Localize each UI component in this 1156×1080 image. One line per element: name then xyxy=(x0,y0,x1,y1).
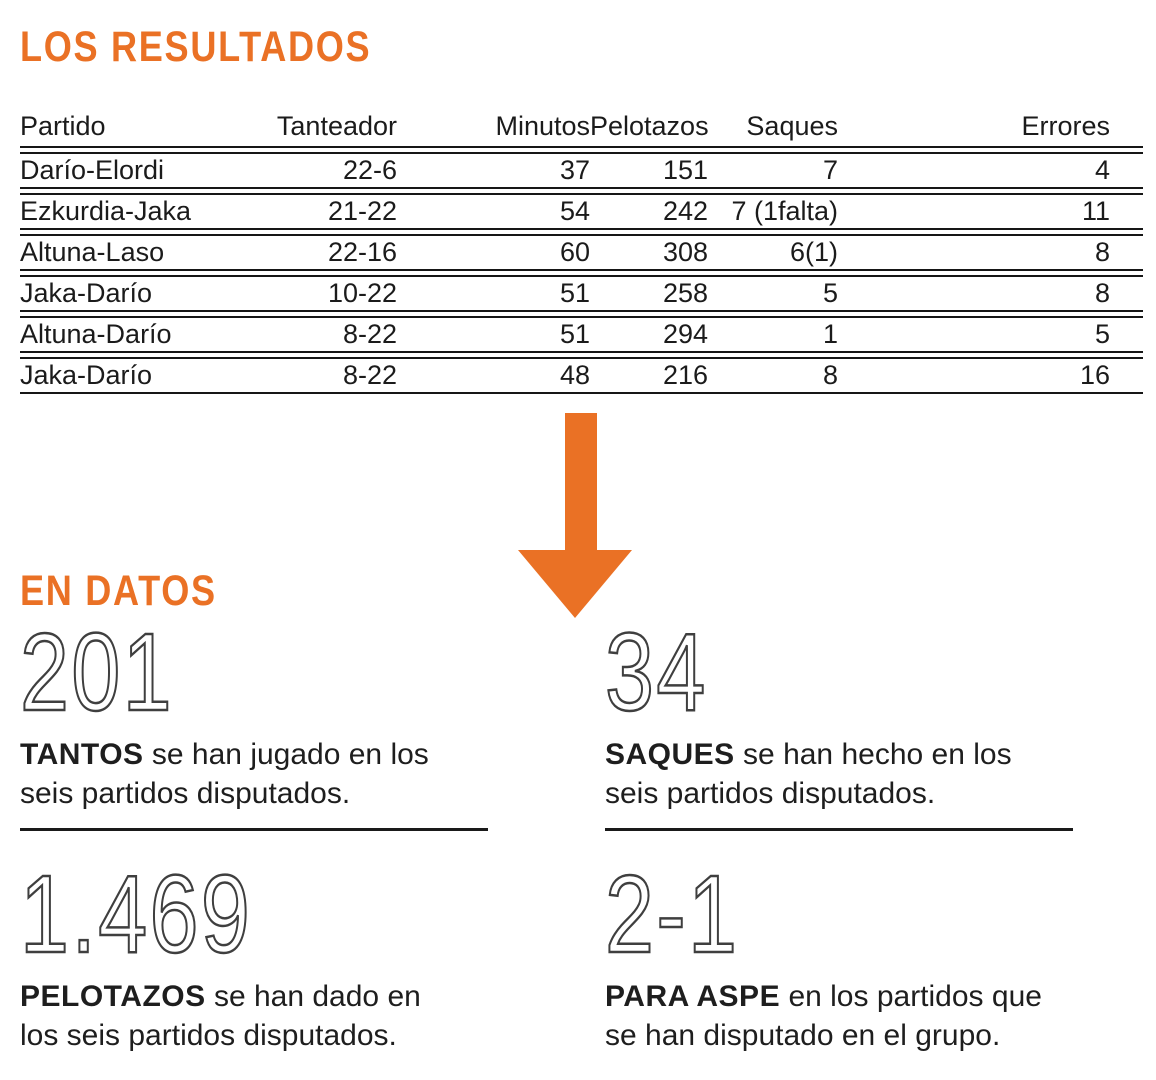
results-section-title: LOS RESULTADOS xyxy=(20,23,372,71)
cell-tanteador: 8-22 xyxy=(250,357,397,394)
table-row: Ezkurdia-Jaka 21-22 54 242 7 (1falta) 11 xyxy=(20,193,1143,230)
stat-desc-line1: PARA ASPE en los partidos que xyxy=(605,980,1042,1013)
cell-pelotazos: 258 xyxy=(590,275,708,312)
stat-desc-line1: TANTOS se han jugado en los xyxy=(20,738,429,771)
cell-errores: 11 xyxy=(838,193,1143,230)
cell-tanteador: 10-22 xyxy=(250,275,397,312)
cell-minutos: 60 xyxy=(397,234,590,271)
cell-pelotazos: 242 xyxy=(590,193,708,230)
stat-description: PELOTAZOS se han dado en los seis partid… xyxy=(20,977,565,1055)
cell-minutos: 51 xyxy=(397,316,590,353)
cell-saques: 8 xyxy=(708,357,838,394)
stat-lead: PELOTAZOS xyxy=(20,980,206,1013)
cell-partido: Altuna-Darío xyxy=(20,316,250,353)
cell-pelotazos: 308 xyxy=(590,234,708,271)
stat-value: 201 xyxy=(19,611,175,734)
cell-minutos: 48 xyxy=(397,357,590,394)
cell-partido: Altuna-Laso xyxy=(20,234,250,271)
table-row: Darío-Elordi 22-6 37 151 7 4 xyxy=(20,152,1143,189)
table-row: Altuna-Laso 22-16 60 308 6(1) 8 xyxy=(20,234,1143,271)
cell-tanteador: 8-22 xyxy=(250,316,397,353)
down-arrow-icon xyxy=(518,550,632,618)
table-header-row: Partido Tanteador Minutos Pelotazos Saqu… xyxy=(20,108,1143,148)
cell-pelotazos: 151 xyxy=(590,152,708,189)
stat-value: 1.469 xyxy=(19,853,253,976)
cell-partido: Darío-Elordi xyxy=(20,152,250,189)
column-header-errores: Errores xyxy=(838,108,1143,148)
stat-desc-line2: los seis partidos disputados. xyxy=(20,1019,397,1052)
cell-minutos: 54 xyxy=(397,193,590,230)
stat-card-saques: 34 SAQUES se han hecho en los seis parti… xyxy=(604,611,1150,813)
cell-errores: 16 xyxy=(838,357,1143,394)
cell-errores: 8 xyxy=(838,275,1143,312)
cell-saques: 1 xyxy=(708,316,838,353)
cell-tanteador: 22-6 xyxy=(250,152,397,189)
results-table: Partido Tanteador Minutos Pelotazos Saqu… xyxy=(20,104,1143,398)
cell-partido: Ezkurdia-Jaka xyxy=(20,193,250,230)
cell-saques: 5 xyxy=(708,275,838,312)
cell-tanteador: 22-16 xyxy=(250,234,397,271)
stat-desc-line1: PELOTAZOS se han dado en xyxy=(20,980,421,1013)
cell-tanteador: 21-22 xyxy=(250,193,397,230)
stat-card-tantos: 201 TANTOS se han jugado en los seis par… xyxy=(19,611,565,813)
cell-minutos: 51 xyxy=(397,275,590,312)
endatos-section-title: EN DATOS xyxy=(20,567,217,615)
stat-lead: SAQUES xyxy=(605,738,735,771)
column-header-partido: Partido xyxy=(20,108,250,148)
cell-errores: 8 xyxy=(838,234,1143,271)
cell-pelotazos: 216 xyxy=(590,357,708,394)
stat-desc-line2: seis partidos disputados. xyxy=(20,777,351,810)
stat-description: PARA ASPE en los partidos que se han dis… xyxy=(605,977,1150,1055)
down-arrow-icon xyxy=(565,413,597,551)
cell-partido: Jaka-Darío xyxy=(20,275,250,312)
stat-description: SAQUES se han hecho en los seis partidos… xyxy=(605,735,1150,813)
stat-desc-line2: se han disputado en el grupo. xyxy=(605,1019,1001,1052)
cell-errores: 5 xyxy=(838,316,1143,353)
stat-value: 34 xyxy=(604,611,708,734)
divider xyxy=(20,828,488,831)
stat-description: TANTOS se han jugado en los seis partido… xyxy=(20,735,565,813)
cell-saques: 6(1) xyxy=(708,234,838,271)
cell-saques: 7 xyxy=(708,152,838,189)
table-row: Altuna-Darío 8-22 51 294 1 5 xyxy=(20,316,1143,353)
stat-desc-line1: SAQUES se han hecho en los xyxy=(605,738,1012,771)
table-row: Jaka-Darío 10-22 51 258 5 8 xyxy=(20,275,1143,312)
cell-errores: 4 xyxy=(838,152,1143,189)
cell-minutos: 37 xyxy=(397,152,590,189)
column-header-tanteador: Tanteador xyxy=(250,108,397,148)
stat-card-para-aspe: 2-1 PARA ASPE en los partidos que se han… xyxy=(604,853,1150,1055)
stat-value: 2-1 xyxy=(604,853,740,976)
cell-pelotazos: 294 xyxy=(590,316,708,353)
stat-lead: TANTOS xyxy=(20,738,144,771)
stat-card-pelotazos: 1.469 PELOTAZOS se han dado en los seis … xyxy=(19,853,565,1055)
column-header-saques: Saques xyxy=(708,108,838,148)
column-header-pelotazos: Pelotazos xyxy=(590,108,708,148)
stat-lead: PARA ASPE xyxy=(605,980,781,1013)
stat-desc-line2: seis partidos disputados. xyxy=(605,777,936,810)
cell-saques: 7 (1falta) xyxy=(708,193,838,230)
cell-partido: Jaka-Darío xyxy=(20,357,250,394)
column-header-minutos: Minutos xyxy=(397,108,590,148)
table-row: Jaka-Darío 8-22 48 216 8 16 xyxy=(20,357,1143,394)
divider xyxy=(605,828,1073,831)
